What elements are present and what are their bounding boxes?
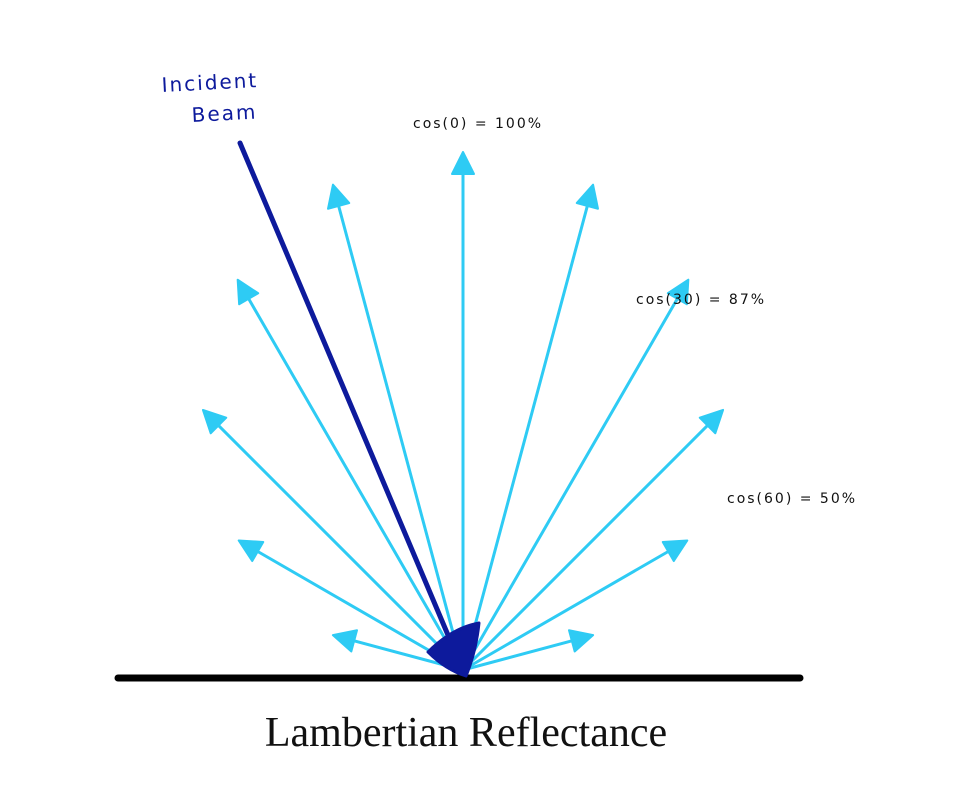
reflected-ray-arrowhead <box>331 629 359 653</box>
reflected-ray-arrowhead <box>661 539 689 563</box>
reflected-ray--30 <box>236 278 465 672</box>
reflected-ray--15 <box>327 183 465 672</box>
reflected-ray-60 <box>461 539 689 672</box>
incident-beam-arrowhead <box>426 621 481 678</box>
reflected-ray-75 <box>461 629 595 672</box>
reflected-ray-line <box>461 202 590 672</box>
incident-beam-line <box>237 140 459 657</box>
reflected-ray--45 <box>201 408 465 672</box>
reflected-ray-line <box>246 295 465 672</box>
reflected-ray-30 <box>461 278 690 672</box>
reflected-ray-arrowhead <box>575 183 599 210</box>
annotation-cos30: cos(30) = 87% <box>636 292 766 308</box>
annotation-cos0: cos(0) = 100% <box>413 116 543 132</box>
incident-label-line1: Incident <box>161 68 259 97</box>
reflected-ray-arrowhead <box>451 151 475 175</box>
reflected-ray-45 <box>461 408 725 672</box>
reflected-ray-arrowhead <box>237 539 265 563</box>
reflected-ray-line <box>461 422 711 672</box>
incident-beam <box>237 140 481 678</box>
reflected-ray-line <box>336 202 465 672</box>
reflected-ray-line <box>461 549 672 672</box>
reflected-ray-arrowhead <box>327 183 351 210</box>
reflected-ray-line <box>461 638 576 672</box>
reflected-ray-arrowhead <box>236 278 260 306</box>
reflected-ray-arrowhead <box>201 408 228 435</box>
reflected-ray-arrowhead <box>666 278 690 306</box>
reflected-ray-arrowhead <box>567 629 595 653</box>
reflected-rays <box>201 151 725 672</box>
diagram-title: Lambertian Reflectance <box>265 710 667 756</box>
annotation-cos60: cos(60) = 50% <box>727 491 857 507</box>
reflected-ray-line <box>461 295 680 672</box>
reflected-ray-arrowhead <box>698 408 725 435</box>
incident-label-line2: Beam <box>191 100 258 127</box>
reflected-ray-line <box>215 422 465 672</box>
reflected-ray-0 <box>451 151 475 672</box>
reflected-ray-15 <box>461 183 599 672</box>
